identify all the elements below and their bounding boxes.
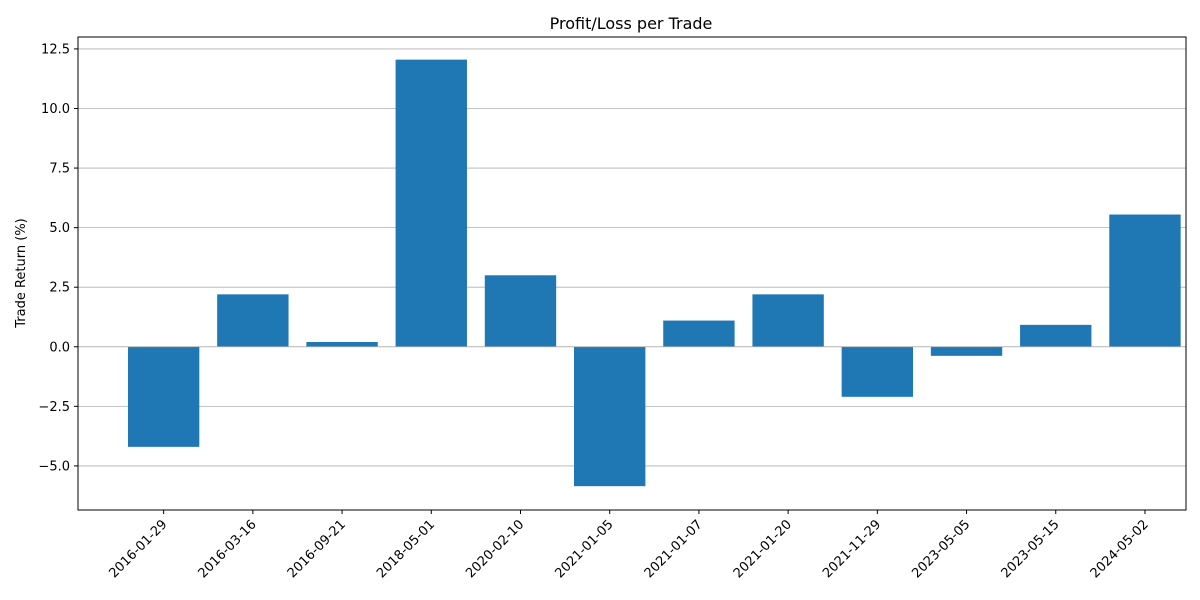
bar: [1020, 324, 1092, 347]
x-tick-label: 2018-05-01: [374, 517, 438, 581]
y-tick-label: 2.5: [49, 281, 70, 296]
bar: [217, 294, 289, 347]
x-tick-label: 2021-01-20: [731, 517, 795, 581]
x-axis-ticks: 2016-01-29 2016-03-16 2016-09-21 2018-05-01…: [106, 510, 1152, 581]
x-tick-label: 2023-05-05: [909, 517, 973, 581]
x-tick-label: 2016-03-16: [196, 517, 260, 581]
bar: [841, 346, 914, 397]
y-tick-label: 7.5: [49, 162, 70, 177]
y-axis-ticks: −5.0 −2.5 0.0 2.5 5.0 7.5 10.0 12.5: [38, 42, 78, 474]
y-tick-label: −5.0: [38, 459, 70, 474]
x-tick-label: 2021-01-05: [552, 517, 616, 581]
y-tick-label: −2.5: [38, 400, 70, 415]
y-tick-label: 5.0: [49, 221, 70, 236]
bar: [306, 342, 378, 347]
bar: [574, 346, 646, 487]
x-tick-label: 2016-01-29: [106, 517, 170, 581]
x-tick-label: 2020-02-10: [463, 517, 527, 581]
y-tick-label: 10.0: [41, 102, 70, 117]
bar: [1109, 214, 1181, 347]
x-tick-label: 2021-11-29: [820, 517, 884, 581]
x-tick-label: 2021-01-07: [642, 517, 706, 581]
bar: [127, 346, 200, 447]
bar: [752, 294, 824, 347]
y-tick-label: 0.0: [49, 340, 70, 355]
bar: [484, 275, 557, 347]
x-tick-label: 2023-05-15: [999, 517, 1063, 581]
x-tick-label: 2016-09-21: [285, 517, 349, 581]
y-axis-label: Trade Return (%): [14, 218, 29, 329]
bar: [395, 59, 467, 347]
y-tick-label: 12.5: [41, 42, 70, 57]
bars: [127, 59, 1181, 487]
chart-title: Profit/Loss per Trade: [550, 14, 713, 33]
plot-area-frame: [77, 36, 1187, 511]
bar: [930, 346, 1003, 356]
x-tick-label: 2024-05-02: [1088, 517, 1152, 581]
bar: [663, 320, 735, 347]
